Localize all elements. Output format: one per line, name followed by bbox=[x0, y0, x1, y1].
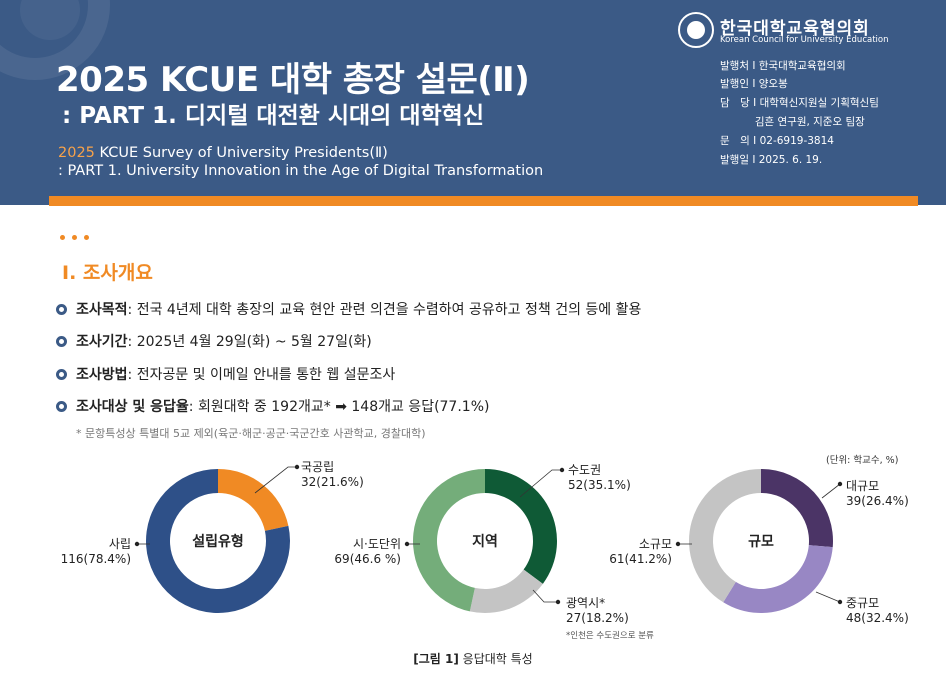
caption-number: [그림 1] bbox=[413, 652, 459, 666]
bullet-purpose: 조사목적 : 전국 4년제 대학 총장의 교육 현안 관련 의견을 수렴하여 공… bbox=[56, 299, 641, 319]
bullet-text: : 2025년 4월 29일(화) ~ 5월 27일(화) bbox=[127, 334, 372, 350]
bullet-period: 조사기간 : 2025년 4월 29일(화) ~ 5월 27일(화) bbox=[56, 331, 372, 351]
bullet-label: 조사대상 및 응답율 bbox=[76, 399, 189, 415]
bullet-label: 조사기간 bbox=[76, 334, 128, 350]
leader-line bbox=[254, 466, 297, 494]
slice-label-small: 소규모 61(41.2%) bbox=[596, 537, 672, 567]
ring-bullet-icon bbox=[56, 400, 67, 412]
ring-bullet-icon bbox=[56, 368, 67, 380]
slice-category: 대규모 bbox=[846, 479, 880, 493]
meta-department: 담 당 I 대학혁신지원실 기획혁신팀 bbox=[720, 97, 879, 109]
donut-center-label: 규모 bbox=[748, 534, 774, 550]
slice-category: 사립 bbox=[108, 537, 131, 551]
slice-category: 소규모 bbox=[638, 537, 672, 551]
leader-line bbox=[815, 591, 841, 603]
bullet-text: : 전자공문 및 이메일 안내를 통한 웹 설문조사 bbox=[127, 367, 396, 383]
donut-slice-사립 bbox=[146, 469, 290, 613]
donut-chart-type bbox=[146, 469, 290, 613]
english-title: 2025 KCUE Survey of University President… bbox=[58, 145, 388, 161]
slice-value: 48(32.4%) bbox=[846, 611, 909, 625]
slice-label-public: 국공립 32(21.6%) bbox=[301, 460, 364, 490]
header-banner: 2025 KCUE 대학 총장 설문(Ⅱ) : PART 1. 디지털 대전환 … bbox=[0, 0, 946, 205]
leader-dot bbox=[294, 464, 300, 470]
leader-dot bbox=[134, 541, 140, 547]
bullet-method: 조사방법 : 전자공문 및 이메일 안내를 통한 웹 설문조사 bbox=[56, 364, 395, 384]
slice-label-capital: 수도권 52(35.1%) bbox=[568, 463, 631, 493]
english-title-rest: KCUE Survey of University Presidents(Ⅱ) bbox=[94, 145, 388, 161]
donut-slice-중규모 bbox=[723, 545, 833, 613]
bullet-text: : 전국 4년제 대학 총장의 교육 현안 관련 의견을 수렴하여 공유하고 정… bbox=[127, 302, 642, 318]
leader-line bbox=[532, 589, 558, 603]
leader-dot bbox=[675, 541, 681, 547]
meta-date: 발행일 I 2025. 6. 19. bbox=[720, 154, 823, 166]
bullet-label: 조사방법 bbox=[76, 367, 128, 383]
figure-caption: [그림 1] 응답대학 특성 bbox=[0, 650, 946, 667]
slice-label-large: 대규모 39(26.4%) bbox=[846, 479, 909, 509]
donut-slice-대규모 bbox=[761, 469, 833, 548]
slice-category: 중규모 bbox=[846, 596, 880, 610]
meta-contact: 문 의 I 02-6919-3814 bbox=[720, 135, 834, 147]
leader-dot bbox=[837, 481, 843, 487]
slice-label-province: 시·도단위 69(46.6 %) bbox=[316, 537, 401, 567]
slice-category: 수도권 bbox=[568, 463, 602, 477]
slice-value: 69(46.6 %) bbox=[334, 552, 401, 566]
donut-slice-광역시* bbox=[469, 569, 543, 613]
slice-label-private: 사립 116(78.4%) bbox=[56, 537, 131, 567]
slice-value: 61(41.2%) bbox=[609, 552, 672, 566]
ring-bullet-icon bbox=[56, 335, 67, 347]
slice-label-medium: 중규모 48(32.4%) bbox=[846, 596, 909, 626]
donut-slice-시·도단위 bbox=[413, 469, 485, 612]
leader-dot bbox=[555, 599, 561, 605]
section-dots bbox=[60, 235, 89, 240]
slice-label-metro: 광역시* 27(18.2%) bbox=[566, 596, 629, 626]
org-name-english: Korean Council for University Education bbox=[720, 35, 889, 45]
slice-value: 32(21.6%) bbox=[301, 475, 364, 489]
leader-dot bbox=[404, 541, 410, 547]
leader-line bbox=[821, 483, 841, 499]
slice-category: 광역시* bbox=[566, 596, 606, 610]
slice-category: 시·도단위 bbox=[353, 537, 401, 551]
slice-value: 27(18.2%) bbox=[566, 611, 629, 625]
unit-label: (단위: 학교수, %) bbox=[826, 455, 899, 466]
caption-text: 응답대학 특성 bbox=[458, 652, 533, 666]
donut-center-label: 설립유형 bbox=[192, 534, 244, 550]
leader-dot bbox=[837, 599, 843, 605]
leader-line bbox=[519, 469, 562, 498]
page-subtitle: : PART 1. 디지털 대전환 시대의 대학혁신 bbox=[62, 103, 484, 129]
leader-dot bbox=[559, 467, 565, 473]
meta-publisher: 발행처 I 한국대학교육협의회 bbox=[720, 60, 846, 72]
page-title: 2025 KCUE 대학 총장 설문(Ⅱ) bbox=[56, 60, 530, 100]
bullet-text: : 회원대학 중 192개교* ➡ 148개교 응답(77.1%) bbox=[188, 399, 490, 415]
orange-divider bbox=[49, 196, 918, 206]
donut-slice-소규모 bbox=[689, 469, 761, 603]
meta-issuer: 발행인 I 양오봉 bbox=[720, 78, 788, 90]
donut-chart-region bbox=[413, 469, 557, 613]
org-name-korean: 한국대학교육협의회 bbox=[720, 19, 870, 39]
donut-slice-국공립 bbox=[218, 469, 289, 531]
donut-chart-size bbox=[689, 469, 833, 613]
kcue-logo-icon bbox=[678, 12, 714, 48]
english-subtitle: : PART 1. University Innovation in the A… bbox=[58, 163, 544, 179]
ring-bullet-icon bbox=[56, 303, 67, 315]
english-title-year: 2025 bbox=[58, 145, 95, 161]
footnote-excluded: * 문항특성상 특별대 5교 제외(육군·해군·공군·국군간호 사관학교, 경찰… bbox=[76, 427, 426, 440]
donut-center-label: 지역 bbox=[472, 534, 498, 550]
bullet-target: 조사대상 및 응답율 : 회원대학 중 192개교* ➡ 148개교 응답(77… bbox=[56, 396, 489, 416]
incheon-note: *인천은 수도권으로 분류 bbox=[566, 631, 654, 641]
slice-category: 국공립 bbox=[301, 460, 335, 474]
slice-value: 52(35.1%) bbox=[568, 478, 631, 492]
slice-value: 116(78.4%) bbox=[60, 552, 131, 566]
section-title: Ⅰ. 조사개요 bbox=[62, 262, 153, 284]
bullet-label: 조사목적 bbox=[76, 302, 128, 318]
donut-slice-수도권 bbox=[485, 469, 557, 584]
meta-staff: 김흔 연구원, 지준오 팀장 bbox=[720, 116, 865, 128]
slice-value: 39(26.4%) bbox=[846, 494, 909, 508]
